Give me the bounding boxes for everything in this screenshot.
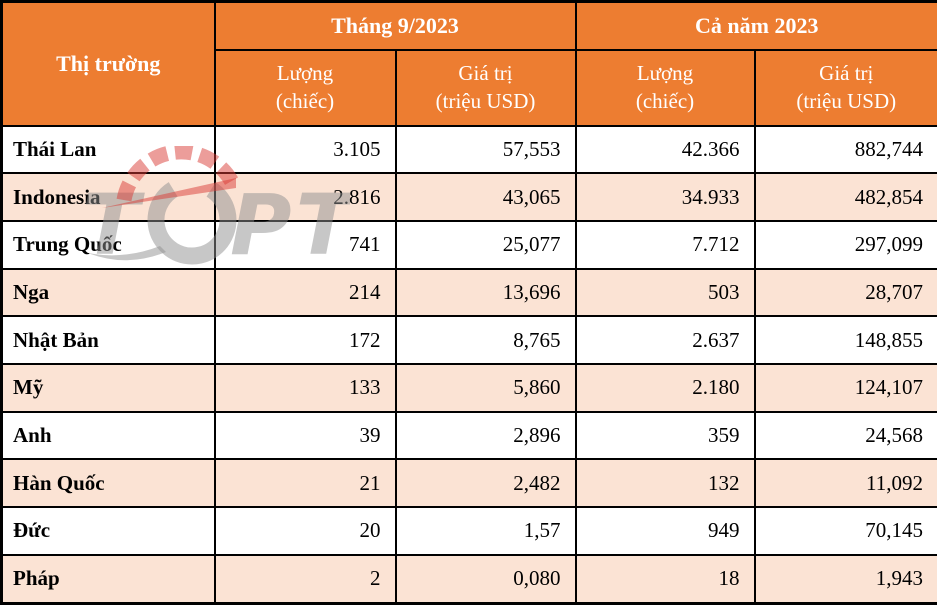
table-row: Indonesia 2.816 43,065 34.933 482,854 xyxy=(0,172,937,222)
table-row: Anh 39 2,896 359 24,568 xyxy=(0,410,937,461)
group-header-thang-9-2023: Tháng 9/2023 xyxy=(213,0,577,51)
sub-header-row: Lượng (chiếc) Giá trị (triệu USD) Lượng … xyxy=(2,48,937,127)
table-row: Trung Quốc 741 25,077 7.712 297,099 xyxy=(0,219,937,270)
market-name-cell: Đức xyxy=(0,506,216,556)
value-cell: 882,744 xyxy=(753,124,937,175)
table-row: Thái Lan 3.105 57,553 42.366 882,744 xyxy=(0,124,937,175)
subheader-gia-tri-thang: Giá trị (triệu USD) xyxy=(394,48,577,127)
value-cell: 1,57 xyxy=(394,506,577,556)
value-cell: 8,765 xyxy=(394,315,577,366)
value-cell: 2,896 xyxy=(394,410,577,461)
value-cell: 503 xyxy=(574,267,756,318)
table-body: Thái Lan 3.105 57,553 42.366 882,744 Indonesi… xyxy=(0,124,937,605)
value-cell: 482,854 xyxy=(753,172,937,222)
market-name-cell: Pháp xyxy=(0,553,216,605)
value-cell: 2.180 xyxy=(574,363,756,413)
market-name-cell: Thái Lan xyxy=(0,124,216,175)
value-cell: 297,099 xyxy=(753,219,937,270)
value-cell: 13,696 xyxy=(394,267,577,318)
value-cell: 2.637 xyxy=(574,315,756,366)
subheader-luong-nam: Lượng (chiếc) xyxy=(574,48,756,127)
subheader-luong-thang: Lượng (chiếc) xyxy=(213,48,397,127)
table-row: Pháp 2 0,080 18 1,943 xyxy=(0,553,937,605)
market-name-cell: Hàn Quốc xyxy=(0,458,216,509)
value-cell: 34.933 xyxy=(574,172,756,222)
value-cell: 949 xyxy=(574,506,756,556)
value-cell: 25,077 xyxy=(394,219,577,270)
value-cell: 57,553 xyxy=(394,124,577,175)
value-cell: 18 xyxy=(574,553,756,605)
corner-header-thi-truong: Thị trường xyxy=(0,0,216,127)
table-row: Đức 20 1,57 949 70,145 xyxy=(0,506,937,556)
subheader-gia-tri-nam: Giá trị (triệu USD) xyxy=(753,48,937,127)
market-name-cell: Anh xyxy=(0,410,216,461)
value-cell: 43,065 xyxy=(394,172,577,222)
value-cell: 741 xyxy=(213,219,397,270)
value-cell: 2 xyxy=(213,553,397,605)
market-name-cell: Mỹ xyxy=(0,363,216,413)
value-cell: 3.105 xyxy=(213,124,397,175)
value-cell: 132 xyxy=(574,458,756,509)
value-cell: 28,707 xyxy=(753,267,937,318)
value-cell: 0,080 xyxy=(394,553,577,605)
market-name-cell: Nhật Bản xyxy=(0,315,216,366)
value-cell: 24,568 xyxy=(753,410,937,461)
table-row: Nhật Bản 172 8,765 2.637 148,855 xyxy=(0,315,937,366)
group-header-row: Thị trường Tháng 9/2023 Cả năm 2023 xyxy=(0,0,937,127)
value-cell: 214 xyxy=(213,267,397,318)
value-cell: 21 xyxy=(213,458,397,509)
value-cell: 124,107 xyxy=(753,363,937,413)
value-cell: 172 xyxy=(213,315,397,366)
table-row: Hàn Quốc 21 2,482 132 11,092 xyxy=(0,458,937,509)
value-cell: 11,092 xyxy=(753,458,937,509)
value-cell: 1,943 xyxy=(753,553,937,605)
table-row: Mỹ 133 5,860 2.180 124,107 xyxy=(0,363,937,413)
value-cell: 20 xyxy=(213,506,397,556)
value-cell: 148,855 xyxy=(753,315,937,366)
value-cell: 5,860 xyxy=(394,363,577,413)
value-cell: 7.712 xyxy=(574,219,756,270)
value-cell: 70,145 xyxy=(753,506,937,556)
group-header-ca-nam-2023: Cả năm 2023 xyxy=(574,0,937,51)
market-name-cell: Indonesia xyxy=(0,172,216,222)
value-cell: 359 xyxy=(574,410,756,461)
market-name-cell: Nga xyxy=(0,267,216,318)
market-name-cell: Trung Quốc xyxy=(0,219,216,270)
value-cell: 133 xyxy=(213,363,397,413)
table-row: Nga 214 13,696 503 28,707 xyxy=(0,267,937,318)
value-cell: 42.366 xyxy=(574,124,756,175)
value-cell: 2,482 xyxy=(394,458,577,509)
table-header: Thị trường Tháng 9/2023 Cả năm 2023 Lượn… xyxy=(0,0,937,127)
value-cell: 2.816 xyxy=(213,172,397,222)
value-cell: 39 xyxy=(213,410,397,461)
